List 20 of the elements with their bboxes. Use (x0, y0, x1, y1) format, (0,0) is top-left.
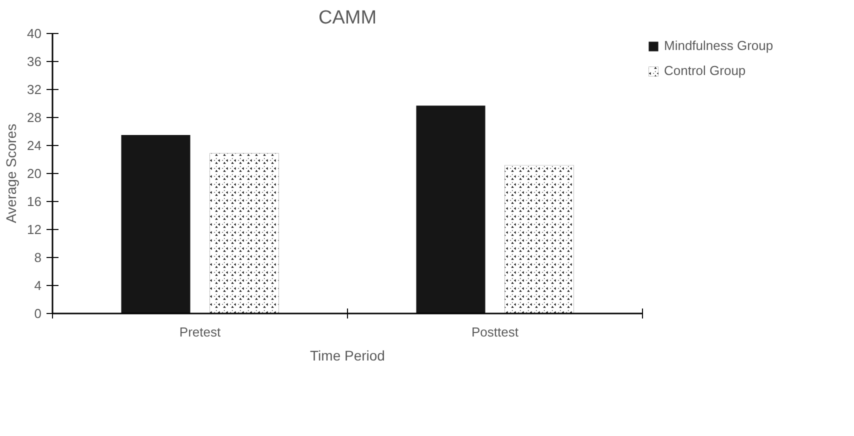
y-tick-label: 12 (27, 222, 42, 237)
y-tick-label: 36 (27, 54, 42, 69)
chart-title: CAMM (318, 8, 377, 28)
y-tick-label: 16 (27, 194, 42, 209)
y-tick-label: 4 (34, 278, 42, 293)
y-tick-label: 32 (27, 82, 42, 97)
y-tick-label: 40 (27, 26, 42, 41)
legend-label: Control Group (664, 63, 746, 78)
y-tick-label: 0 (34, 306, 42, 321)
x-tick-label: Pretest (179, 324, 221, 340)
x-axis-title: Time Period (310, 348, 385, 364)
y-tick-label: 24 (27, 138, 42, 153)
legend-label: Mindfulness Group (664, 38, 774, 53)
y-tick-label: 28 (27, 110, 42, 125)
x-tick-label: Posttest (472, 324, 519, 340)
y-axis-title: Average Scores (3, 124, 20, 224)
y-tick-label: 8 (34, 250, 42, 265)
bar (121, 135, 190, 314)
bar (416, 106, 486, 314)
y-tick-label: 20 (27, 166, 42, 181)
